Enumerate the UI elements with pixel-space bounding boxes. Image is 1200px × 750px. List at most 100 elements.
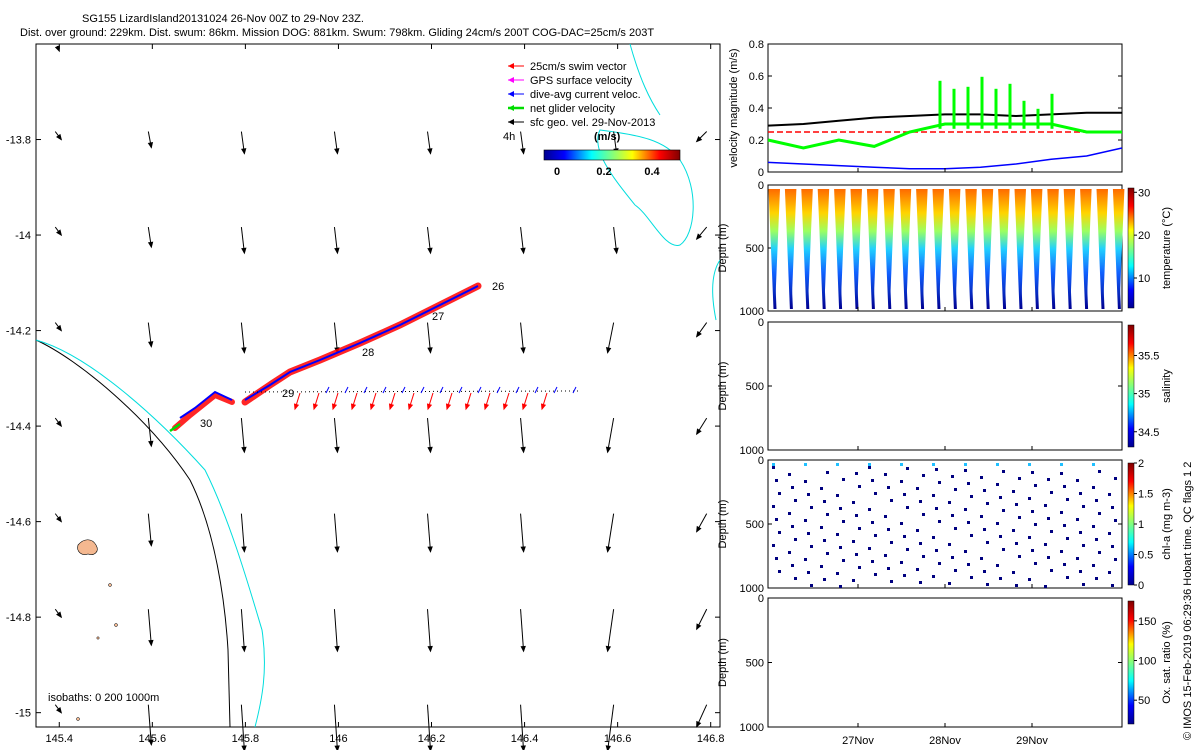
chla-sample [855, 472, 858, 475]
chla-sample [874, 573, 877, 576]
chla-sample [1047, 478, 1050, 481]
map-xtick-label: 146.8 [697, 733, 725, 745]
geo-vector [427, 322, 433, 354]
temperature-dive [768, 188, 777, 310]
chla-sample [954, 527, 957, 530]
chla-sample [868, 547, 871, 550]
track-day-label: 26 [492, 281, 504, 293]
chla-sample [986, 541, 989, 544]
chla-sample [826, 513, 829, 516]
map-ytick-label: -14.8 [6, 612, 31, 624]
chla-sample [1063, 524, 1066, 527]
chla-sample [794, 538, 797, 541]
chla-sample [874, 534, 877, 537]
chla-sample [954, 488, 957, 491]
chla-sample [868, 463, 871, 466]
chla-sample [900, 522, 903, 525]
chla-sample [794, 577, 797, 580]
chla-sample [842, 520, 845, 523]
chla-sample [1028, 578, 1031, 581]
dive-avg-current-arrow [572, 386, 577, 394]
chla-sample [788, 473, 791, 476]
chla-sample [884, 515, 887, 518]
colorbar-tick: 0 [554, 166, 560, 178]
depth-ytick-label: 1000 [740, 445, 764, 457]
geo-vector [240, 513, 247, 553]
colorbar-tick-label: 30 [1138, 187, 1150, 199]
legend-label: dive-avg current veloc. [530, 89, 641, 101]
chla-sample [948, 582, 951, 585]
chla-sample [996, 522, 999, 525]
temperature-dive [1096, 188, 1105, 310]
map-colorbar [543, 149, 681, 161]
temperature-dive [1014, 188, 1023, 310]
temperature-dive [817, 188, 826, 310]
chla-sample [1108, 532, 1111, 535]
legend-label: sfc geo. vel. 29-Nov-2013 [530, 117, 655, 129]
geo-vector [333, 704, 340, 750]
chla-sample [922, 474, 925, 477]
chla-sample [916, 487, 919, 490]
islet [96, 636, 100, 640]
chla-sample [1050, 569, 1053, 572]
chla-sample [810, 506, 813, 509]
chla-sample [1066, 498, 1069, 501]
geo-vector [54, 226, 63, 237]
chla-sample [967, 521, 970, 524]
geo-vector [147, 418, 154, 448]
chla-sample [1050, 491, 1053, 494]
colorbar-tick-label: 1.5 [1138, 489, 1153, 501]
chla-sample [980, 476, 983, 479]
chla-sample [986, 583, 989, 586]
dotted-ref-line [244, 390, 579, 393]
chla-sample [788, 512, 791, 515]
chla-sample [807, 571, 810, 574]
chla-sample [1031, 510, 1034, 513]
geo-vector [605, 418, 615, 454]
chla-sample [1002, 509, 1005, 512]
chla-sample [772, 544, 775, 547]
map-xtick-label: 146.6 [604, 733, 632, 745]
chla-sample [1015, 503, 1018, 506]
chla-sample [999, 535, 1002, 538]
chla-sample [1060, 463, 1063, 466]
chla-sample [890, 580, 893, 583]
chla-sample [839, 546, 842, 549]
temperature-dive [1047, 188, 1056, 310]
colorbar-tick-label: 34.5 [1138, 427, 1159, 439]
oxygen-colorbar [1127, 600, 1135, 725]
depth-ytick-label: 0 [758, 317, 764, 329]
dive-avg-current-arrow [401, 386, 406, 394]
geo-vector [240, 131, 247, 155]
chla-sample [778, 531, 781, 534]
chla-sample [951, 514, 954, 517]
map-plot: 145.4 145.6 145.8 146 146.2 146.4 146.6 146.8 -1… [6, 43, 725, 750]
swim-vector-arrow [407, 392, 415, 411]
chla-sample [999, 577, 1002, 580]
chla-sample [826, 552, 829, 555]
geo-vector [520, 418, 526, 454]
geo-vector [605, 513, 615, 553]
temperature-colorbar [1127, 187, 1135, 309]
geo-vector [54, 704, 63, 714]
chla-sample [820, 487, 823, 490]
chla-sample [823, 500, 826, 503]
chla-sample [858, 566, 861, 569]
velocity-ylabel: velocity magnitude (m/s) [728, 48, 740, 167]
swim-vector-arrow [350, 392, 358, 411]
temperature-colorbar-label: temperature (°C) [1161, 207, 1173, 289]
geo-vector [613, 226, 619, 255]
chla-sample [839, 507, 842, 510]
chla-sample [1076, 479, 1079, 482]
geo-vector [520, 513, 526, 553]
depth-ytick-label: 1000 [740, 722, 764, 734]
chla-sample [775, 518, 778, 521]
geo-vector [54, 322, 63, 332]
chla-sample [836, 494, 839, 497]
geo-vector [520, 322, 526, 354]
time-tick-label: 27Nov [842, 735, 874, 747]
chla-sample [871, 479, 874, 482]
chla-sample [935, 549, 938, 552]
geo-vector [54, 131, 63, 141]
